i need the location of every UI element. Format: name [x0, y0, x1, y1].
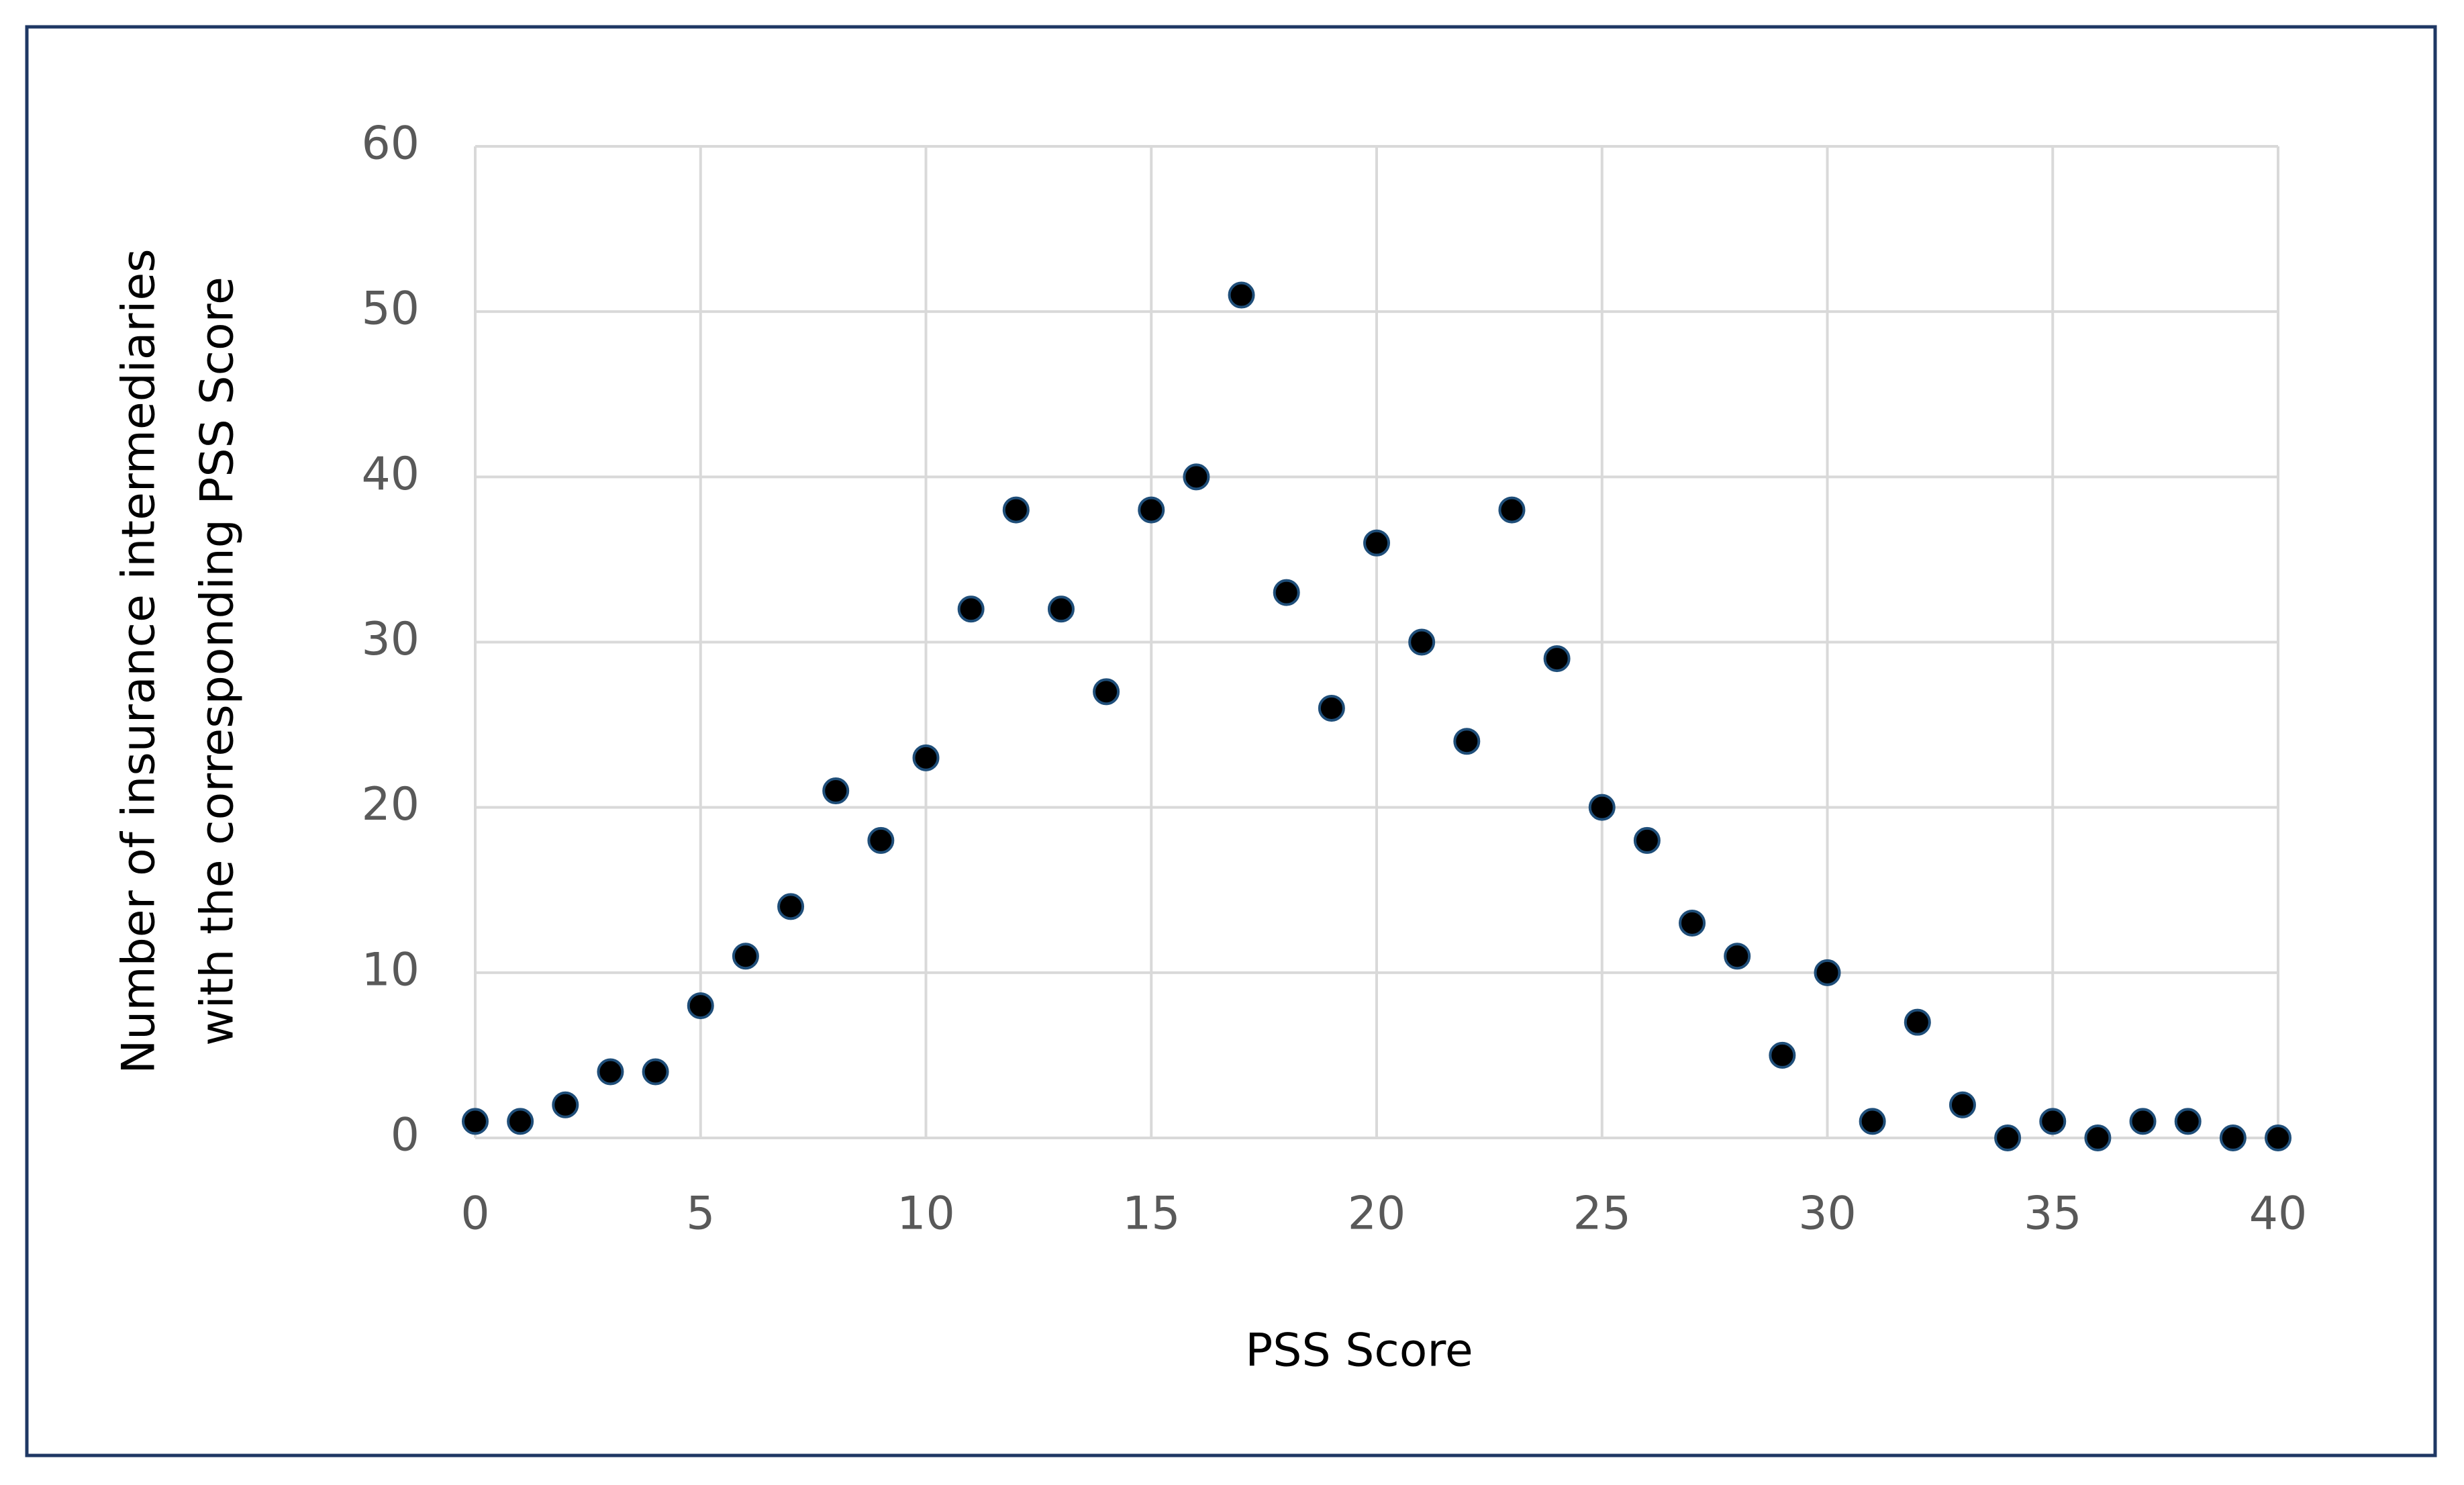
data-point [1228, 281, 1255, 309]
chart-frame [25, 25, 2437, 1457]
data-point [1543, 645, 1571, 673]
data-point [2219, 1124, 2247, 1151]
data-point [1679, 909, 1706, 937]
x-tick-label: 0 [460, 1188, 489, 1241]
y-tick-label: 60 [361, 117, 420, 171]
data-point [1093, 678, 1120, 706]
data-point [687, 992, 714, 1020]
data-point [2084, 1124, 2112, 1151]
data-point [1002, 496, 1030, 524]
y-axis-label: with the corresponding PSS Score [191, 277, 244, 1046]
data-point [1138, 496, 1165, 524]
data-point [1859, 1108, 1886, 1135]
y-tick-label: 40 [361, 448, 420, 501]
data-point [2129, 1108, 2157, 1135]
data-point [1633, 826, 1661, 854]
data-point [597, 1058, 624, 1086]
x-tick-label: 20 [1348, 1188, 1406, 1241]
data-point [2174, 1108, 2202, 1135]
data-point [1498, 496, 1526, 524]
data-point [642, 1058, 669, 1086]
data-point [1724, 943, 1751, 970]
data-point [1814, 959, 1841, 986]
data-point [1183, 463, 1210, 491]
data-point [1949, 1091, 1976, 1118]
x-axis-label: PSS Score [1245, 1325, 1473, 1378]
x-tick-label: 5 [686, 1188, 715, 1241]
data-point [777, 893, 805, 920]
y-tick-label: 10 [361, 943, 420, 996]
data-point [1588, 794, 1616, 821]
data-point [462, 1108, 489, 1135]
data-point [2039, 1108, 2067, 1135]
data-point [507, 1108, 534, 1135]
data-point [1408, 628, 1436, 656]
data-point [1904, 1008, 1931, 1036]
data-point [912, 744, 940, 771]
x-tick-label: 25 [1573, 1188, 1631, 1241]
y-axis-label: Number of insurance intermediaries [113, 248, 166, 1073]
data-point [1047, 595, 1075, 623]
data-point [732, 943, 759, 970]
data-point [1318, 694, 1345, 722]
x-tick-label: 10 [897, 1188, 955, 1241]
data-point [957, 595, 985, 623]
x-tick-label: 35 [2024, 1188, 2082, 1241]
data-point [552, 1091, 579, 1118]
y-tick-label: 0 [391, 1109, 420, 1162]
x-tick-label: 30 [1798, 1188, 1857, 1241]
y-tick-label: 30 [361, 613, 420, 666]
data-point [1994, 1124, 2022, 1151]
data-point [2265, 1124, 2291, 1151]
data-point [867, 826, 895, 854]
data-point [1453, 728, 1481, 755]
data-point [822, 777, 850, 805]
y-tick-label: 50 [361, 283, 420, 336]
x-tick-label: 40 [2249, 1188, 2308, 1241]
x-tick-label: 15 [1122, 1188, 1181, 1241]
data-point [1363, 529, 1390, 557]
data-point [1273, 579, 1300, 606]
data-point [1769, 1041, 1796, 1069]
y-tick-label: 20 [361, 778, 420, 831]
